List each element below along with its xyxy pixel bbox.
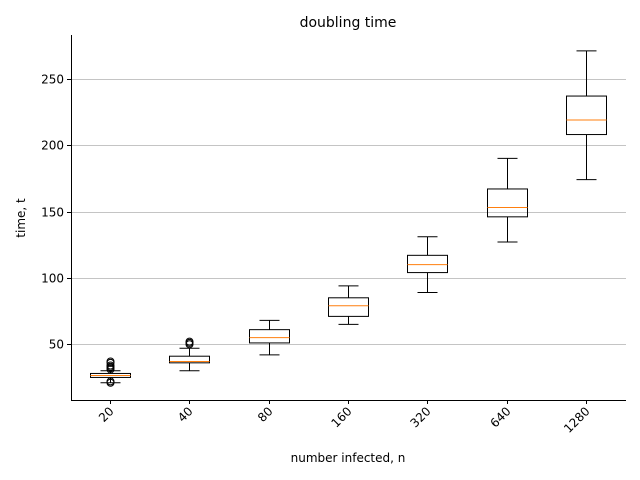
chart-title: doubling time	[300, 15, 397, 31]
iqr-box	[328, 297, 369, 317]
y-tick-label-150: 150	[41, 206, 64, 220]
iqr-box	[487, 188, 528, 218]
x-axis-label: number infected, n	[291, 451, 406, 465]
x-tick-label-80: 80	[255, 404, 276, 425]
x-tick-label-160: 160	[329, 404, 355, 430]
y-tick-label-100: 100	[41, 272, 64, 286]
iqr-box	[169, 355, 210, 364]
x-tick-label-320: 320	[408, 404, 434, 430]
flier-point	[106, 377, 115, 386]
box-160	[328, 285, 369, 325]
x-tick-label-1280: 1280	[561, 404, 592, 435]
y-tick-label-200: 200	[41, 139, 64, 153]
iqr-box	[249, 329, 290, 344]
box-80	[249, 319, 290, 356]
y-tick-label-250: 250	[41, 73, 64, 87]
y-axis-label: time, t	[14, 198, 28, 238]
box-320	[407, 236, 448, 293]
flier-point	[106, 361, 115, 370]
x-tick-label-40: 40	[175, 404, 196, 425]
y-gridlines	[71, 79, 626, 345]
x-ticks: 20 40 80 160 320 640 1280	[96, 400, 593, 436]
y-ticks: 50 100 150 200 250	[41, 73, 71, 352]
flier-point	[106, 357, 115, 366]
x-tick-label-640: 640	[488, 404, 514, 430]
y-tick-label-50: 50	[49, 338, 64, 352]
box-1280	[566, 50, 607, 181]
flier-point	[185, 337, 194, 346]
box-20	[90, 357, 131, 387]
x-tick-label-20: 20	[96, 404, 117, 425]
box-640	[487, 157, 528, 243]
boxes-layer	[90, 50, 607, 387]
iqr-box	[407, 254, 448, 274]
iqr-box	[566, 95, 607, 136]
box-40	[169, 337, 210, 372]
